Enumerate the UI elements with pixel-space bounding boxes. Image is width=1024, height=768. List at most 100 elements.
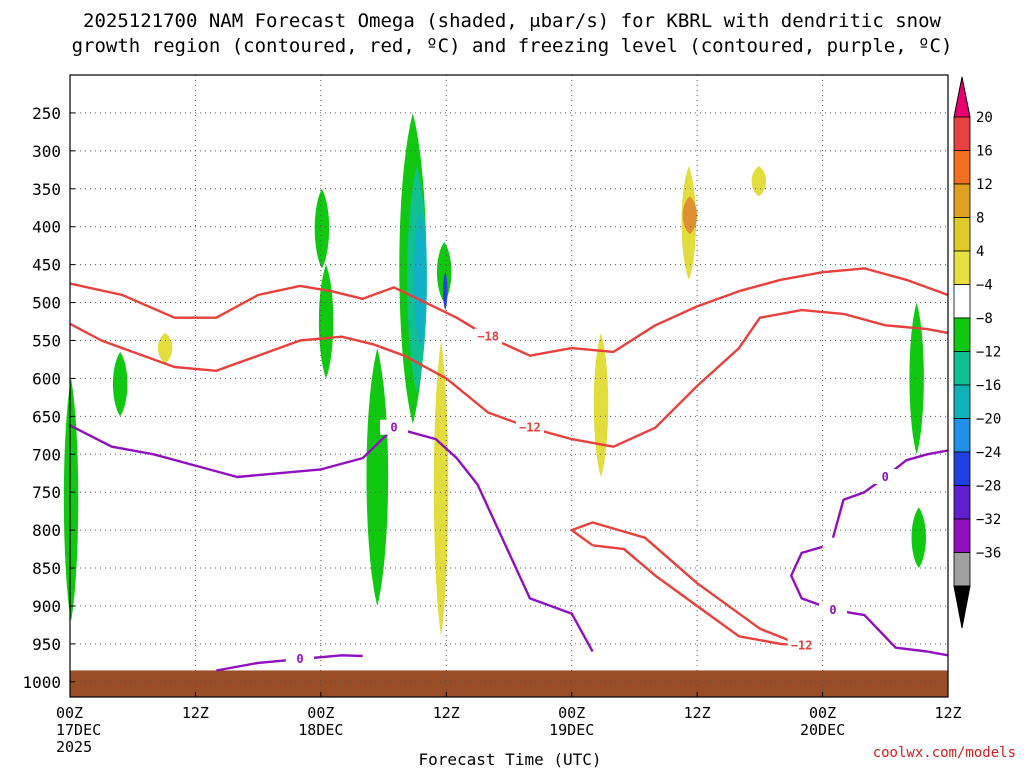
- omega-cell-green-mid-1: [314, 188, 330, 269]
- y-tick-label: 1000: [22, 673, 61, 692]
- contour-dgz-minus12: [69, 308, 949, 448]
- contour-label-freezing-level-4: 0: [882, 470, 889, 484]
- colorbar-label: −36: [976, 546, 1001, 562]
- colorbar-label: 4: [976, 244, 984, 260]
- x-tick-date: 18DEC: [298, 721, 343, 739]
- colorbar-top-arrow: [953, 76, 971, 118]
- omega-cell-green-early-1: [63, 378, 79, 622]
- x-tick-date: 19DEC: [549, 721, 594, 739]
- contour-label-bg: [819, 601, 848, 617]
- colorbar-label: 12: [976, 177, 993, 193]
- colorbar-label: 20: [976, 110, 993, 126]
- omega-cell-green-mid-2: [318, 264, 334, 379]
- y-tick-label: 950: [32, 635, 61, 654]
- colorbar-bottom-arrow: [953, 585, 971, 629]
- y-tick-label: 450: [32, 256, 61, 275]
- x-tick-label: 12Z: [684, 704, 711, 722]
- contour-label-bg: [871, 469, 900, 485]
- colorbar-label: −8: [976, 311, 993, 327]
- y-tick-label: 900: [32, 597, 61, 616]
- x-tick-date: 20DEC: [800, 721, 845, 739]
- y-tick-label: 600: [32, 369, 61, 388]
- colorbar-label: −32: [976, 512, 1001, 528]
- omega-cell-orange-spot: [682, 196, 698, 235]
- y-tick-label: 550: [32, 331, 61, 350]
- omega-cell-cyan-main: [413, 211, 427, 349]
- y-tick-label: 700: [32, 445, 61, 464]
- x-tick-label: 00Z: [558, 704, 585, 722]
- contour-label-bg: [380, 419, 409, 435]
- colorbar-label: −16: [976, 378, 1001, 394]
- contour-dgz-minus12-low: [570, 521, 803, 647]
- colorbar: 20 16 12 8 4 −4 −8 −12 −16 −20 −24 −28 −32 −36: [953, 76, 1001, 629]
- x-tick-label: 12Z: [433, 704, 460, 722]
- chart-title-line1: 2025121700 NAM Forecast Omega (shaded, μ…: [83, 10, 941, 32]
- colorbar-swatch: [953, 384, 971, 419]
- x-tick-label: 00Z: [809, 704, 836, 722]
- colorbar-label: 8: [976, 211, 984, 227]
- y-tick-label: 250: [32, 104, 61, 123]
- omega-cell-yellow-early: [157, 332, 173, 364]
- contour-label-freezing-level-3: 0: [829, 603, 836, 617]
- contour-label-bg: [515, 419, 544, 435]
- omega-cell-green-late: [909, 302, 924, 455]
- y-tick-label: 650: [32, 407, 61, 426]
- contour-label-bg: [285, 651, 314, 667]
- plot-area: −18 −12 −12 0 0 0 0: [63, 75, 949, 697]
- contour-freezing-level-4: [831, 449, 949, 539]
- colorbar-label: −12: [976, 345, 1001, 361]
- contour-label-bg: [787, 637, 816, 653]
- x-tick-label: 12Z: [182, 704, 209, 722]
- colorbar-swatch: [953, 217, 971, 252]
- x-tick-date: 17DEC: [56, 721, 101, 739]
- x-tick-label: 00Z: [307, 704, 334, 722]
- colorbar-label: 16: [976, 144, 993, 160]
- x-tick-year: 2025: [56, 738, 92, 756]
- colorbar-swatch: [953, 317, 971, 352]
- plot-frame: [69, 74, 949, 698]
- x-axis-label: Forecast Time (UTC): [418, 750, 601, 768]
- colorbar-swatch: [953, 485, 971, 520]
- contour-freezing-level: [69, 424, 594, 653]
- contour-label-dgz-minus12: −12: [519, 421, 541, 435]
- colorbar-swatch: [953, 351, 971, 386]
- colorbar-swatch: [953, 150, 971, 185]
- omega-cell-green-main-low: [366, 348, 389, 606]
- colorbar-label: −20: [976, 412, 1001, 428]
- omega-cell-green-early-2: [112, 351, 128, 417]
- chart-title-line2: growth region (contoured, red, ºC) and f…: [72, 35, 953, 57]
- colorbar-swatch: [953, 250, 971, 285]
- colorbar-swatch: [953, 183, 971, 218]
- omega-cell-yellow-lower: [433, 340, 449, 637]
- y-tick-label: 800: [32, 521, 61, 540]
- colorbar-swatch: [953, 116, 971, 151]
- y-tick-label: 750: [32, 483, 61, 502]
- colorbar-label: −4: [976, 278, 993, 294]
- colorbar-swatch: [953, 552, 971, 587]
- colorbar-swatch: [953, 451, 971, 486]
- colorbar-label: −28: [976, 479, 1001, 495]
- colorbar-swatch: [953, 418, 971, 453]
- contour-label-dgz-minus18: −18: [477, 330, 499, 344]
- axes: 250 300 350 400 450 500 550 600 650 700 750 800 850 9…: [22, 74, 962, 756]
- contour-label-freezing-level-2: 0: [296, 652, 303, 666]
- omega-cell-green-right: [436, 241, 452, 303]
- contour-label-freezing-level: 0: [390, 421, 397, 435]
- credit-link[interactable]: coolwx.com/models: [873, 745, 1016, 761]
- y-tick-label: 500: [32, 294, 61, 313]
- y-tick-label: 400: [32, 218, 61, 237]
- x-tick-label: 12Z: [934, 704, 961, 722]
- y-tick-label: 350: [32, 180, 61, 199]
- colorbar-swatch: [953, 284, 971, 319]
- omega-cell-green-late-low: [911, 507, 926, 569]
- omega-cell-yellow-day2: [593, 332, 609, 478]
- y-tick-label: 300: [32, 142, 61, 161]
- colorbar-label: −24: [976, 445, 1001, 461]
- contour-label-dgz-minus12-low: −12: [791, 638, 813, 652]
- contour-label-bg: [474, 328, 503, 344]
- colorbar-swatch: [953, 518, 971, 553]
- omega-cell-yellow-top-right: [751, 166, 767, 197]
- y-tick-label: 850: [32, 559, 61, 578]
- ground-shading: [70, 670, 948, 697]
